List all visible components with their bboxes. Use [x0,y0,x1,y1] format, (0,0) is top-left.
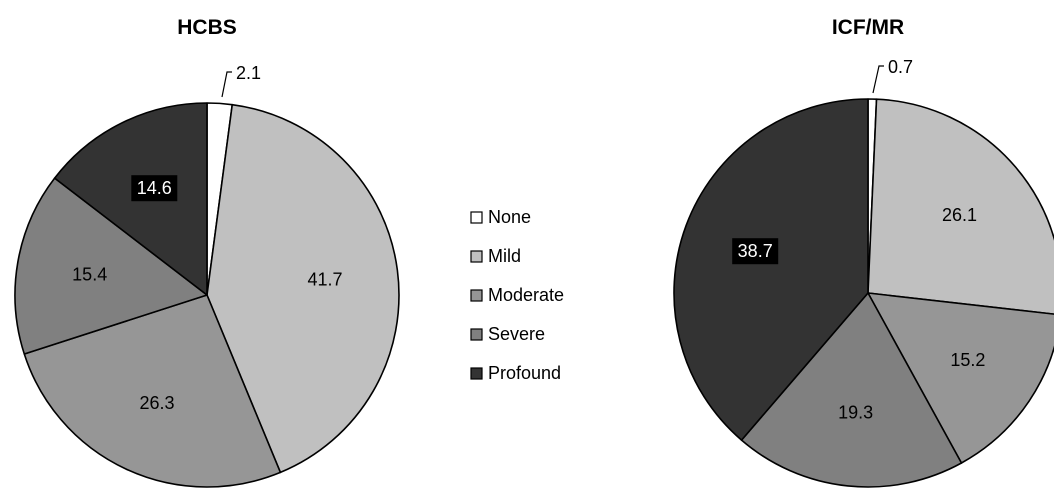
hcbs-data-label-none: 2.1 [236,63,261,83]
hcbs-data-label-profound: 14.6 [137,178,172,198]
legend-swatch-mild [470,250,483,263]
icf-mr-data-label-moderate: 15.2 [950,350,985,370]
hcbs-label-leader-none [221,71,232,98]
icf-mr-data-label-mild: 26.1 [942,205,977,225]
hcbs-data-label-bg-profound [131,175,178,202]
legend-label-none: None [488,207,531,227]
hcbs-slice-severe [14,177,208,355]
icf-mr-label-leader-none [872,65,884,94]
legend-swatch-profound [470,367,483,380]
legend-label-mild: Mild [488,246,521,266]
hcbs-slice-mild [206,103,400,474]
hcbs-slice-moderate [23,294,282,488]
icf-mr-slice-moderate [867,292,1054,464]
icf-mr-slice-severe [740,292,963,488]
icf-mr-slice-mild [867,98,1054,315]
legend-swatch-moderate [470,289,483,302]
legend-label-profound: Profound [488,363,561,383]
legend-swatch-severe [470,328,483,341]
legend-label-severe: Severe [488,324,545,344]
icf-mr-pie-title: ICF/MR [832,16,904,39]
hcbs-slice-profound [53,102,208,296]
hcbs-data-label-mild: 41.7 [307,270,342,290]
legend-label-moderate: Moderate [488,285,564,305]
icf-mr-data-label-profound: 38.7 [738,241,773,261]
icf-mr-data-label-bg-profound [732,238,779,265]
icf-mr-slice-profound [673,98,869,441]
icf-mr-data-label-none: 0.7 [888,57,913,77]
icf-mr-data-label-severe: 19.3 [838,403,873,423]
hcbs-data-label-moderate: 26.3 [139,393,174,413]
hcbs-pie-title: HCBS [177,16,237,39]
hcbs-data-label-severe: 15.4 [72,265,107,285]
legend-swatch-none [470,211,483,224]
